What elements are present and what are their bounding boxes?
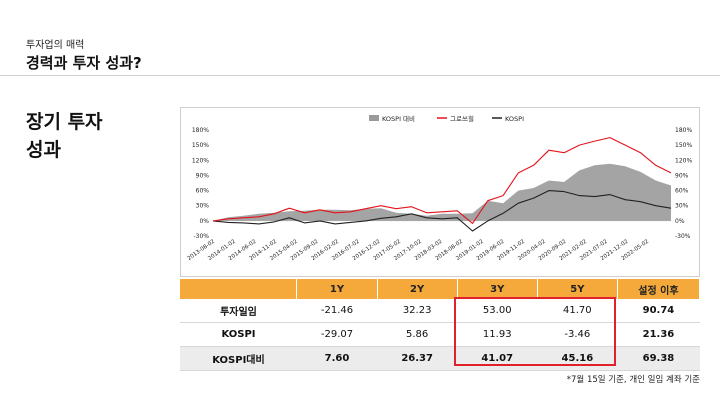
y-tick-label-left: 90% bbox=[196, 172, 210, 179]
y-tick-label-right: 90% bbox=[675, 172, 689, 179]
legend-label: KOSPI bbox=[505, 115, 524, 123]
legend-label: 그로쓰힐 bbox=[450, 114, 474, 123]
table-cell: 7.60 bbox=[296, 346, 378, 371]
table-cell: 11.93 bbox=[457, 322, 538, 347]
y-tick-label-right: 30% bbox=[675, 203, 689, 210]
table-cell: -3.46 bbox=[537, 322, 618, 347]
table-row: KOSPI대비 7.60 26.37 41.07 45.16 69.38 bbox=[180, 346, 700, 371]
table-cell: 26.37 bbox=[377, 346, 458, 371]
table-cell: 32.23 bbox=[377, 299, 458, 323]
row-label: KOSPI bbox=[180, 322, 297, 347]
table-cell: 5.86 bbox=[377, 322, 458, 347]
y-tick-label-left: 60% bbox=[196, 188, 210, 195]
table-cell: 45.16 bbox=[537, 346, 618, 371]
table-row: KOSPI -29.07 5.86 11.93 -3.46 21.36 bbox=[180, 322, 700, 347]
legend-swatch bbox=[369, 115, 379, 121]
header-cell-1y: 1Y bbox=[296, 279, 378, 299]
performance-chart: KOSPI 대비 그로쓰힐 KOSPI 180% 150% 120% 90% 60% 30% 0%… bbox=[180, 107, 700, 277]
y-tick-label-left: 120% bbox=[192, 157, 209, 164]
y-tick-label-right: -30% bbox=[675, 233, 691, 240]
header-cell-empty bbox=[180, 279, 298, 299]
table-cell: 53.00 bbox=[457, 299, 538, 323]
performance-table: 1Y 2Y 3Y 5Y 설정 이후 투자일임 -21.46 32.23 53.0… bbox=[180, 279, 701, 371]
header-cell-5y: 5Y bbox=[537, 279, 618, 299]
page-title: 경력과 투자 성과? bbox=[26, 54, 142, 72]
legend-label: KOSPI 대비 bbox=[382, 114, 415, 123]
y-tick-label-left: 150% bbox=[192, 142, 209, 149]
section-title: 장기 투자 성과 bbox=[26, 111, 103, 161]
y-tick-label-right: 0% bbox=[675, 218, 685, 225]
y-tick-label-right: 120% bbox=[675, 157, 692, 164]
row-label: KOSPI대비 bbox=[180, 346, 297, 371]
header-cell-3y: 3Y bbox=[457, 279, 538, 299]
page-subtitle: 투자업의 매력 bbox=[26, 40, 85, 51]
y-tick-label-right: 150% bbox=[675, 142, 692, 149]
row-label: 투자일임 bbox=[180, 299, 297, 323]
table-cell: 41.07 bbox=[457, 346, 538, 371]
header-cell-2y: 2Y bbox=[377, 279, 458, 299]
y-tick-label-left: 180% bbox=[192, 127, 209, 134]
series-line-kospi bbox=[212, 190, 672, 232]
y-tick-label-right: 180% bbox=[675, 127, 692, 134]
y-tick-label-left: 0% bbox=[199, 218, 209, 225]
table-cell: 41.70 bbox=[537, 299, 618, 323]
series-area-excess bbox=[213, 163, 671, 221]
y-tick-label-left: -30% bbox=[193, 233, 209, 240]
table-cell: -21.46 bbox=[296, 299, 378, 323]
table-row: 투자일임 -21.46 32.23 53.00 41.70 90.74 bbox=[180, 299, 700, 323]
y-tick-label-right: 60% bbox=[675, 188, 689, 195]
highlight-box bbox=[454, 297, 616, 366]
table-cell: 69.38 bbox=[617, 346, 700, 371]
table-cell: 21.36 bbox=[617, 322, 700, 347]
y-tick-label-left: 30% bbox=[196, 203, 210, 210]
footnote: *7월 15일 기준, 개인 일임 계좌 기준 bbox=[566, 375, 700, 385]
table-cell: 90.74 bbox=[617, 299, 700, 323]
table-cell: -29.07 bbox=[296, 322, 378, 347]
header-cell-since-inception: 설정 이후 bbox=[617, 279, 701, 299]
table-header-row: 1Y 2Y 3Y 5Y 설정 이후 bbox=[180, 279, 701, 299]
chart-svg: KOSPI 대비 그로쓰힐 KOSPI 180% 150% 120% 90% 60% 30% 0%… bbox=[187, 114, 693, 262]
title-divider bbox=[0, 75, 720, 76]
series-line-fund bbox=[212, 137, 672, 224]
